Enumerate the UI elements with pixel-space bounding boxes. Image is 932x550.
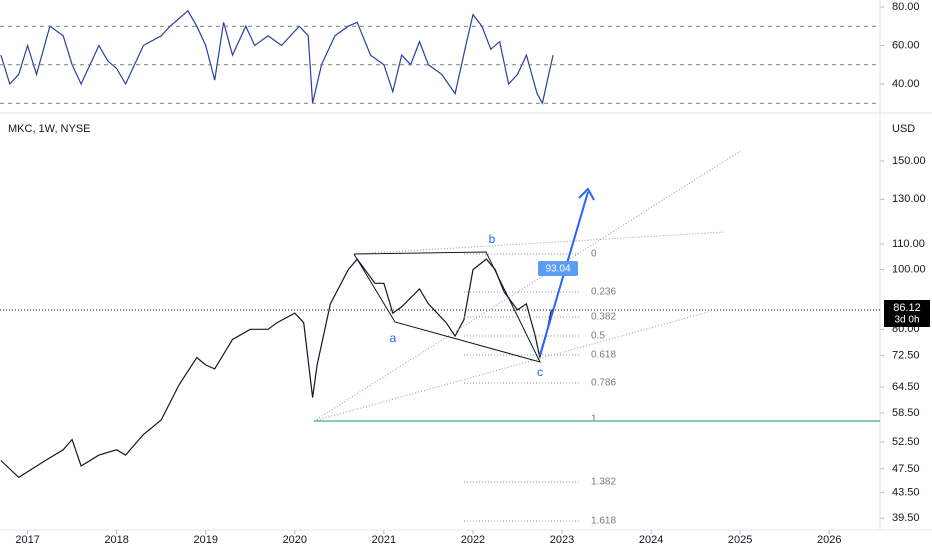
target-label: 93.04 xyxy=(545,264,570,275)
y-tick-label: 47.50 xyxy=(892,463,920,475)
fib-label: 0.382 xyxy=(591,312,616,323)
x-tick-label: 2025 xyxy=(728,534,752,546)
series-line xyxy=(0,9,554,105)
x-tick-label: 2026 xyxy=(817,534,841,546)
y-tick-label: 80.00 xyxy=(892,1,920,13)
y-tick-label: 100.00 xyxy=(892,263,926,275)
y-tick-label: 58.50 xyxy=(892,407,920,419)
last-price-box xyxy=(884,300,930,327)
fib-label: 0 xyxy=(591,249,597,260)
y-tick-label: 72.50 xyxy=(892,350,920,362)
target-box xyxy=(538,261,578,276)
wave-lines xyxy=(353,251,541,363)
fib-label: 0.236 xyxy=(591,287,616,298)
y-tick-label: 110.00 xyxy=(892,238,925,250)
arrow-head xyxy=(578,187,595,201)
y-tick-label: 52.50 xyxy=(892,436,920,448)
y-tick-label: 43.50 xyxy=(892,486,920,498)
x-tick-label: 2019 xyxy=(194,534,218,546)
wave-label: c xyxy=(537,365,543,379)
y-tick-label: 39.50 xyxy=(892,512,920,524)
fib-label: 1.618 xyxy=(591,516,616,527)
x-tick-label: 2020 xyxy=(283,534,307,546)
x-tick-label: 2024 xyxy=(639,534,663,546)
series-line xyxy=(0,258,552,479)
x-tick-label: 2022 xyxy=(461,534,485,546)
fib-label: 0.618 xyxy=(591,350,616,361)
y-tick-label: 40.00 xyxy=(892,78,920,90)
wave-label: b xyxy=(489,232,496,246)
last-price: 86.12 xyxy=(893,302,921,314)
fib-label: 1 xyxy=(591,414,597,425)
fib-label: 0.5 xyxy=(591,331,605,342)
x-tick-label: 2021 xyxy=(372,534,396,546)
x-tick-label: 2023 xyxy=(550,534,574,546)
countdown: 3d 0h xyxy=(894,315,919,326)
fib-label: 1.382 xyxy=(591,477,616,488)
chart-title: MKC, 1W, NYSE xyxy=(8,123,91,135)
x-tick-label: 2018 xyxy=(104,534,128,546)
pitchfork xyxy=(313,149,743,522)
wave-label: a xyxy=(390,331,397,345)
y-tick-label: 60.00 xyxy=(892,39,920,51)
y-tick-label: 150.00 xyxy=(892,155,926,167)
fib-label: 0.786 xyxy=(591,378,616,389)
y-tick-label: 64.50 xyxy=(892,381,920,393)
x-tick-label: 2017 xyxy=(15,534,39,546)
y-label: USD xyxy=(892,123,915,135)
y-tick-label: 130.00 xyxy=(892,193,926,205)
